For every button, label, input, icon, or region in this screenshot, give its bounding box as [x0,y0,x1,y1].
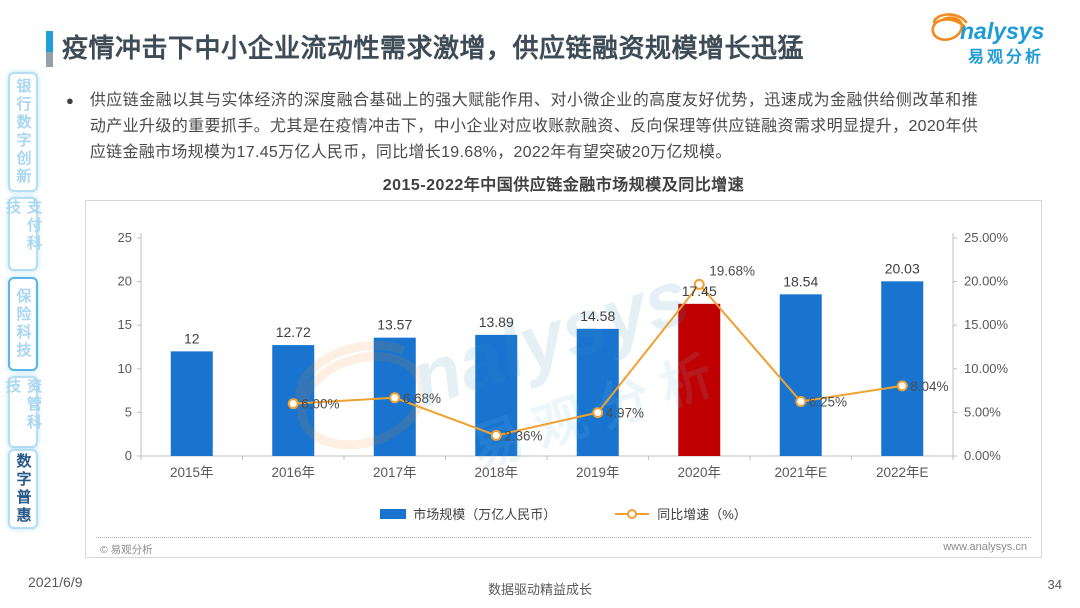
footer-slogan: 数据驱动精益成长 [487,582,592,597]
svg-text:20: 20 [118,274,132,289]
legend-item-market-size: 市场规模（万亿人民币） [380,504,556,523]
svg-text:10.00%: 10.00% [964,361,1009,376]
bullet-marker: ● [66,93,74,108]
svg-text:6.68%: 6.68% [403,391,441,406]
svg-text:14.58: 14.58 [580,308,615,324]
legend-label-market-size: 市场规模（万亿人民币） [413,507,557,522]
logo-latin-text: nalysys [960,18,1044,44]
svg-text:6.00%: 6.00% [301,397,339,412]
svg-text:25.00%: 25.00% [964,230,1009,245]
sidebar-tab-digital-inclusion[interactable]: 数字普惠 [8,449,38,529]
svg-text:2.36%: 2.36% [504,428,542,443]
footer-page-number: 34 [1047,577,1062,592]
sidebar-tab-insurance-tech[interactable]: 保险科技 [8,277,38,371]
svg-text:12.72: 12.72 [276,324,311,340]
key-finding-text: 供应链金融以其与实体经济的深度融合基础上的强大赋能作用、对小微企业的高度友好优势… [89,92,978,161]
footer-date: 2021/6/9 [28,574,83,590]
svg-text:13.57: 13.57 [377,317,412,333]
logo-cn-text: 易观分析 [968,47,1044,66]
svg-text:2020年: 2020年 [677,465,721,480]
svg-text:12: 12 [184,330,200,346]
svg-text:2019年: 2019年 [576,465,620,480]
page-title: 疫情冲击下中小企业流动性需求激增，供应链融资规模增长迅猛 [62,33,805,63]
sidebar-tab-asset-management-tech[interactable]: 资管科技 [4,376,42,448]
chart-title: 2015-2022年中国供应链金融市场规模及同比增速 [382,177,745,194]
title-accent-blue [46,31,53,52]
svg-text:20.00%: 20.00% [964,274,1009,289]
svg-text:2018年: 2018年 [474,465,518,480]
svg-text:2017年: 2017年 [373,465,417,480]
legend-label-growth-rate: 同比增速（%） [657,507,747,522]
chart-website: www.analysys.cn [943,541,1027,553]
svg-text:8.04%: 8.04% [910,379,948,394]
svg-text:5: 5 [125,404,132,419]
svg-text:25: 25 [118,230,132,245]
title-accent-bar [46,31,53,67]
svg-text:20.03: 20.03 [885,260,920,276]
line-series-swatch-icon [615,508,650,519]
chart-panel: 0 5 10 15 20 25 0.00% 5.00% 10.00% 15.00% 20.00% 25… [85,200,1042,558]
svg-text:19.68%: 19.68% [709,263,755,278]
legend-item-growth-rate: 同比增速（%） [614,504,747,523]
svg-text:0.00%: 0.00% [964,448,1001,463]
svg-text:10: 10 [118,361,132,376]
svg-text:4.97%: 4.97% [606,406,644,421]
svg-text:0: 0 [125,448,132,463]
svg-text:2015年: 2015年 [170,465,214,480]
svg-text:13.89: 13.89 [479,314,514,330]
title-accent-gray [46,52,53,67]
svg-text:2022年E: 2022年E [876,465,929,480]
key-finding-bullet: ● 供应链金融以其与实体经济的深度融合基础上的强大赋能作用、对小微企业的高度友好… [66,88,978,166]
analysys-logo: nalysys 易观分析 [920,12,1070,70]
svg-text:15: 15 [118,317,132,332]
svg-text:15.00%: 15.00% [964,317,1009,332]
sidebar-tab-payment-tech[interactable]: 支付科技 [4,197,42,271]
svg-text:18.54: 18.54 [783,273,818,289]
chart-copyright: © 易观分析 [100,544,153,556]
chart-legend: 市场规模（万亿人民币） 同比增速（%） [86,504,1041,523]
svg-text:6.25%: 6.25% [809,395,847,410]
svg-text:2016年: 2016年 [271,465,315,480]
sidebar-tab-banking-digital-innovation[interactable]: 银行数字创新 [8,72,38,192]
logo-swoosh-icon [931,13,968,41]
svg-text:5.00%: 5.00% [964,404,1001,419]
svg-text:17.45: 17.45 [682,283,717,299]
bar-series-swatch-icon [380,508,407,519]
chart-divider [96,537,1031,538]
market-size-growth-chart: 0 5 10 15 20 25 0.00% 5.00% 10.00% 15.00% 20.00% 25… [118,230,1009,480]
svg-text:2021年E: 2021年E [774,465,827,480]
